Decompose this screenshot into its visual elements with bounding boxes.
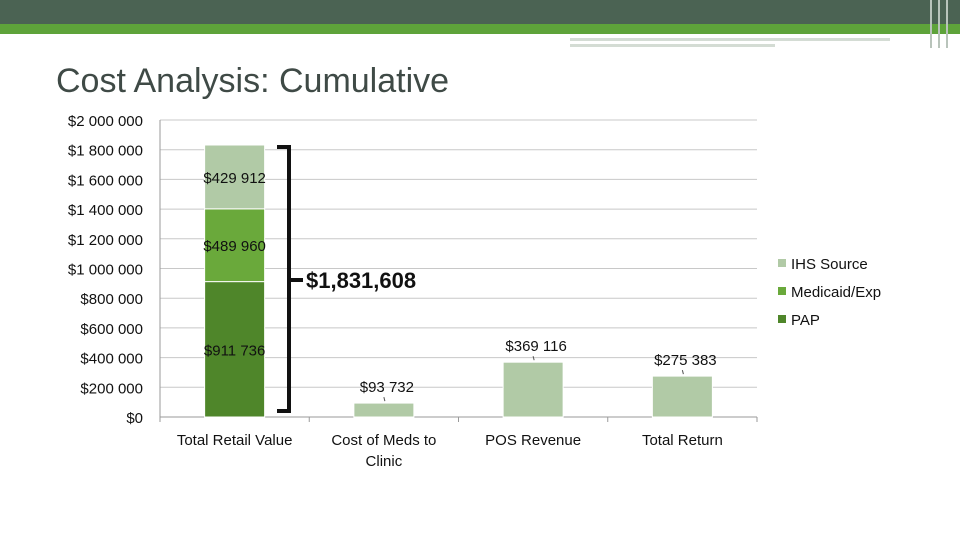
header-band [0, 0, 960, 24]
bar-pap [204, 281, 266, 418]
legend-swatch [778, 315, 786, 323]
bar-ihs-source [651, 375, 713, 418]
bars [204, 144, 713, 418]
header-stripe [0, 24, 960, 34]
y-tick-label: $1 000 000 [68, 262, 143, 279]
y-tick-label: $800 000 [80, 291, 143, 308]
y-tick-label: $1 800 000 [68, 143, 143, 160]
data-label: $369 116 [505, 338, 566, 355]
bar-ihs-source [502, 361, 564, 418]
total-bracket: $1,831,608 [277, 145, 416, 413]
y-axis: $0 $200 000 $400 000 $600 000 $800 000 $1 000… [68, 113, 758, 427]
legend-label: IHS Source [791, 256, 868, 273]
decorative-line [570, 44, 775, 47]
bar-ihs-source [353, 402, 415, 418]
data-label: $911 736 [204, 342, 265, 359]
y-tick-label: $1 200 000 [68, 232, 143, 249]
x-category-label: Total Return [642, 432, 723, 449]
total-annotation: $1,831,608 [306, 268, 416, 293]
decorative-line [570, 38, 890, 41]
x-category-label: Total Retail Value [177, 432, 293, 449]
decorative-bar [946, 0, 948, 48]
y-tick-label: $400 000 [80, 351, 143, 368]
legend-label: PAP [791, 312, 820, 329]
data-labels: $911 736 $489 960 $429 912 $93 732 $369 116 $… [203, 170, 717, 402]
data-label-leader [383, 396, 386, 402]
y-tick-label: $1 600 000 [68, 172, 143, 189]
legend-swatch [778, 259, 786, 267]
data-label: $275 383 [654, 352, 717, 369]
x-category-label: Cost of Meds to Clinic [331, 432, 436, 470]
y-tick-label: $2 000 000 [68, 113, 143, 130]
decorative-bar [938, 0, 940, 48]
data-label-leader [532, 356, 535, 361]
data-label: $429 912 [203, 170, 266, 187]
y-tick-label: $600 000 [80, 321, 143, 338]
y-tick-label: $200 000 [80, 380, 143, 397]
data-label: $489 960 [203, 238, 266, 255]
y-tick-label: $1 400 000 [68, 202, 143, 219]
bar-ihs-source [204, 144, 266, 210]
decorative-bar [930, 0, 932, 48]
bar-medicaid-exp [204, 208, 266, 283]
slide-title: Cost Analysis: Cumulative [56, 62, 450, 100]
x-axis-labels: Total Retail Value Cost of Meds to Clinic P… [177, 432, 723, 470]
y-tick-label: $0 [126, 410, 143, 427]
legend-label: Medicaid/Exp [791, 284, 881, 301]
data-label: $93 732 [360, 379, 414, 396]
x-category-label: POS Revenue [485, 432, 581, 449]
bracket-line [277, 145, 291, 413]
data-label-leader [681, 369, 684, 375]
legend: IHS Source Medicaid/Exp PAP [778, 256, 881, 329]
legend-swatch [778, 287, 786, 295]
